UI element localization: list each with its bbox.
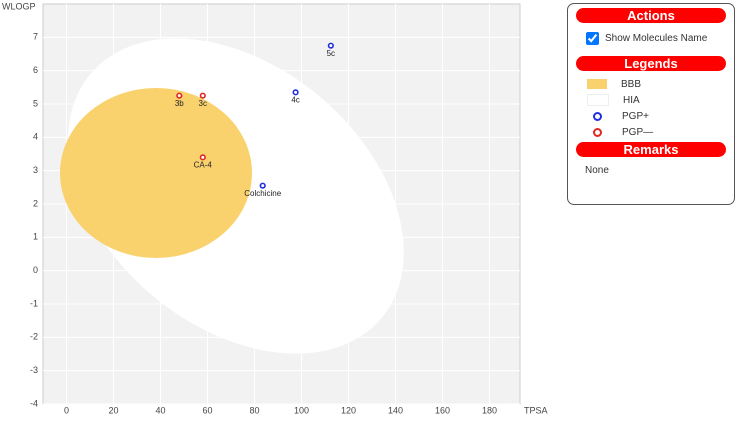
y-tick-label: 3 [33, 165, 38, 175]
checkbox-label[interactable]: Show Molecules Name [605, 32, 708, 44]
point-label: 3c [199, 99, 207, 108]
point [327, 42, 334, 49]
x-tick-label: 80 [249, 405, 259, 415]
x-tick-label: 100 [294, 405, 309, 415]
chart: WLOGP TPSA 0 20 40 60 80 100 120 140 160 180-4-3-… [2, 1, 548, 415]
point-label: Colchicine [244, 189, 281, 198]
x-tick-label: 60 [202, 405, 212, 415]
x-tick-label: 180 [482, 405, 497, 415]
actions-title: Actions [576, 8, 726, 23]
x-tick-label: 120 [341, 405, 356, 415]
y-tick-label: 7 [33, 32, 38, 42]
legend-marker [593, 111, 602, 121]
y-axis-label: WLOGP [2, 1, 36, 11]
legend-item: HIA [568, 92, 734, 108]
y-tick-label: 0 [33, 265, 38, 275]
point [292, 89, 299, 96]
legend-label: PGP— [622, 126, 654, 138]
legends-title: Legends [576, 56, 726, 71]
y-tick-label: -2 [30, 332, 38, 342]
x-tick-label: 140 [388, 405, 403, 415]
y-tick-label: 2 [33, 198, 38, 208]
legend-label: BBB [621, 78, 642, 90]
side-panel: Actions Show Molecules Name Legends BBB H… [567, 3, 735, 205]
x-tick-label: 40 [155, 405, 165, 415]
legend: BBB HIA PGP+ PGP— [568, 76, 734, 140]
legend-swatch [587, 79, 607, 89]
legend-label: PGP+ [622, 110, 649, 122]
legend-marker [593, 127, 602, 137]
x-tick-label: 160 [435, 405, 450, 415]
legend-swatch [587, 94, 609, 106]
point [199, 92, 206, 99]
point [176, 92, 183, 99]
x-tick-label: 0 [64, 405, 69, 415]
legend-item: PGP+ [568, 108, 734, 124]
y-tick-label: -4 [30, 398, 38, 408]
x-axis-label: TPSA [524, 405, 548, 415]
y-tick-label: -1 [30, 298, 38, 308]
y-tick-label: 6 [33, 65, 38, 75]
point [259, 182, 266, 189]
y-tick-label: -3 [30, 365, 38, 375]
legend-item: BBB [568, 76, 734, 92]
point [199, 154, 206, 161]
point-label: 5c [327, 49, 335, 58]
show-names-checkbox[interactable] [586, 31, 599, 45]
point-label: CA-4 [194, 160, 213, 169]
legend-item: PGP— [568, 124, 734, 140]
y-tick-label: 5 [33, 98, 38, 108]
y-tick-label: 4 [33, 132, 38, 142]
remarks: None [585, 165, 609, 176]
bbb-region [60, 88, 252, 258]
remarks-title: Remarks [576, 142, 726, 157]
point-label: 3b [175, 99, 184, 108]
point-label: 4c [291, 95, 299, 104]
legend-label: HIA [623, 94, 640, 106]
checkbox-row[interactable]: Show Molecules Name [586, 28, 734, 48]
x-tick-label: 20 [108, 405, 118, 415]
y-tick-label: 1 [33, 232, 38, 242]
